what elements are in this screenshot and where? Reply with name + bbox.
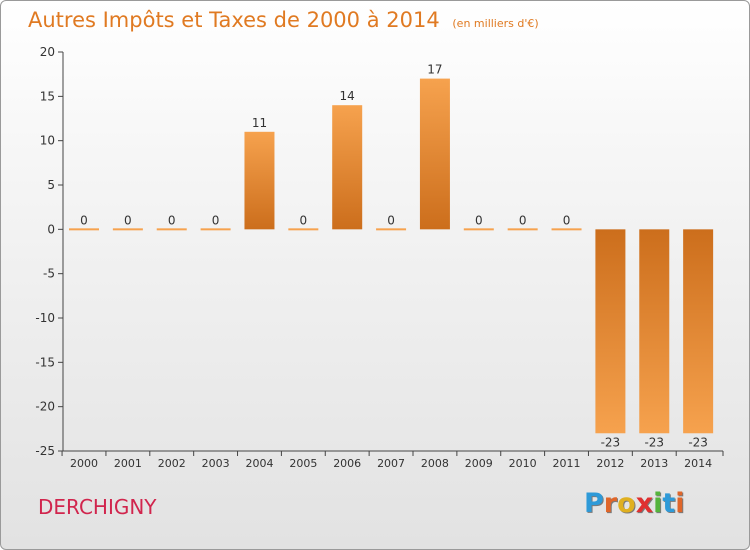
bar-2000 [69,228,99,231]
logo-letter: P [584,488,604,519]
x-tick-label-2004: 2004 [245,457,273,470]
chart-title: Autres Impôts et Taxes de 2000 à 2014 (e… [28,8,539,32]
bar-2009 [463,228,494,231]
data-label-2004: 11 [252,116,267,130]
x-tick-label-2011: 2011 [553,457,581,470]
chart-title-unit: (en milliers d'€) [452,17,539,30]
y-tick-label: -20 [35,400,55,414]
proxiti-logo: Proxiti [584,488,685,519]
x-tick-label-2003: 2003 [202,457,230,470]
data-label-2003: 0 [212,213,220,227]
bar-2007 [376,228,407,231]
y-tick-label: -15 [35,355,55,369]
bar-2011 [551,228,582,231]
logo-letter: t [662,488,676,519]
x-tick-label-2014: 2014 [684,457,712,470]
x-tick-label-2000: 2000 [70,457,98,470]
data-label-2013: -23 [644,435,664,449]
data-label-2002: 0 [168,213,176,227]
bar-2006 [332,105,363,230]
x-tick-label-2013: 2013 [640,457,668,470]
bar-2002 [156,228,187,231]
bar-2005 [288,228,319,231]
x-tick-label-2007: 2007 [377,457,405,470]
x-tick-label-2006: 2006 [333,457,361,470]
bar-2010 [507,228,538,231]
bar-2008 [419,78,450,230]
data-label-2014: -23 [688,435,708,449]
logo-letter: i [653,488,663,519]
data-label-2007: 0 [387,213,395,227]
bar-2012 [595,229,626,434]
x-tick-label-2012: 2012 [596,457,624,470]
y-tick-label: 10 [40,134,55,148]
data-label-2012: -23 [601,435,621,449]
data-label-2008: 17 [427,63,442,77]
data-label-2005: 0 [300,213,308,227]
logo-letter: x [635,488,654,519]
bar-2001 [112,228,143,231]
data-label-2011: 0 [563,213,571,227]
x-tick-label-2002: 2002 [158,457,186,470]
y-tick-label: 15 [40,89,55,103]
y-tick-label: -25 [35,444,55,458]
logo-letter: r [603,488,618,519]
data-label-2006: 14 [340,89,355,103]
x-tick-label-2010: 2010 [509,457,537,470]
x-tick-label-2001: 2001 [114,457,142,470]
bar-2003 [200,228,231,231]
x-tick-label-2009: 2009 [465,457,493,470]
data-label-2001: 0 [124,213,132,227]
bar-2004 [244,131,275,230]
logo-letter: o [617,488,636,519]
y-tick-label: 0 [47,222,55,236]
x-tick-label-2008: 2008 [421,457,449,470]
commune-name: DERCHIGNY [38,495,157,519]
data-label-2009: 0 [475,213,483,227]
data-label-2010: 0 [519,213,527,227]
y-tick-label: -10 [35,311,55,325]
x-tick-label-2005: 2005 [289,457,317,470]
chart-title-text: Autres Impôts et Taxes de 2000 à 2014 [28,8,440,32]
bar-2014 [683,229,714,434]
y-tick-label: -5 [43,267,55,281]
logo-letter: i [675,488,685,519]
y-tick-label: 5 [47,178,55,192]
bar-2013 [639,229,670,434]
y-tick-label: 20 [40,45,55,59]
data-label-2000: 0 [80,213,88,227]
